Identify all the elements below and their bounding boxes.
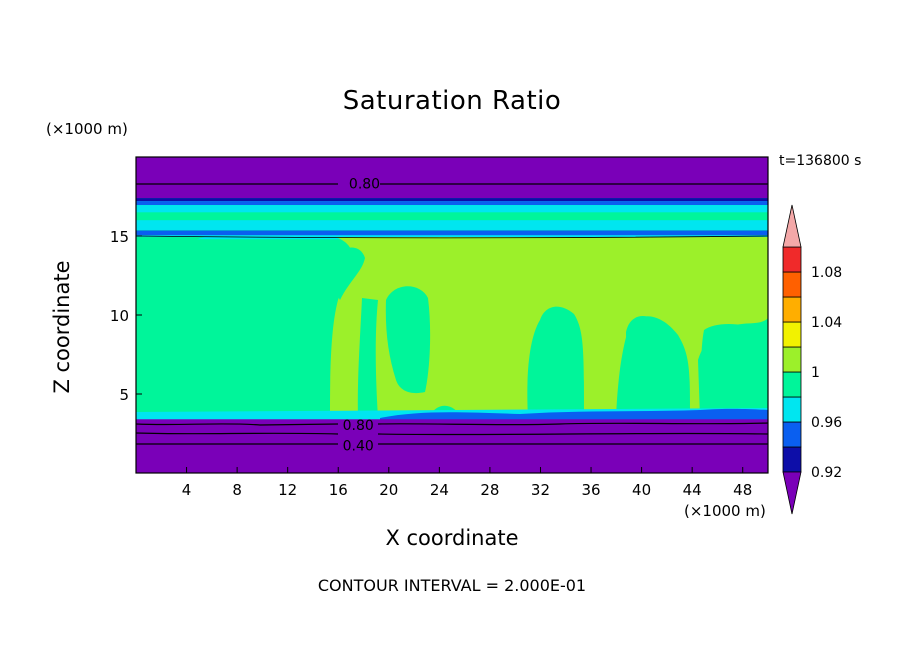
- colorbar-box: [782, 321, 802, 348]
- y-tick-label: 15: [110, 228, 129, 246]
- x-axis-ticks: 4 8 12 16 20 24 28 32 36 40 44 48: [182, 467, 752, 499]
- colorbar-label: 0.96: [811, 415, 842, 431]
- colorbar-label: 1: [811, 365, 820, 381]
- x-tick-label: 32: [531, 481, 550, 499]
- x-tick-label: 20: [379, 481, 398, 499]
- surface-band-0-94: [380, 408, 768, 421]
- band-0-96-lower: [136, 220, 768, 231]
- pocket-right: [626, 315, 660, 373]
- x-tick-label: 8: [232, 481, 242, 499]
- y-axis-ticks: 5 10 15: [110, 228, 142, 404]
- colorbar-box: [782, 296, 802, 323]
- colorbar-label: 1.04: [811, 315, 842, 331]
- colorbar: 0.92 0.96 1 1.04 1.08: [782, 204, 842, 515]
- y-tick-label: 5: [119, 386, 129, 404]
- pocket-lower-mid: [232, 364, 263, 418]
- saturated-region: [136, 237, 768, 418]
- contour-label: 0.80: [349, 176, 380, 192]
- x-tick-label: 48: [733, 481, 752, 499]
- colorbar-box: [782, 371, 802, 398]
- pocket-top-center: [331, 247, 365, 300]
- contour-labels: 0.80 0.80 0.40: [343, 176, 380, 454]
- band-0-98-upper: [136, 212, 768, 220]
- upper-dry-layer: [136, 157, 768, 199]
- band-0-94-upper: [136, 201, 768, 206]
- contour-line-1-00-top: [136, 235, 768, 239]
- band-0-94-lower: [136, 230, 768, 236]
- colorbar-box: [782, 246, 802, 273]
- colorbar-label: 0.92: [811, 465, 842, 481]
- pocket-center: [385, 286, 431, 394]
- pocket-lower-left: [136, 350, 169, 418]
- colorbar-label: 1.08: [811, 265, 842, 281]
- colorbar-under-triangle: [782, 471, 802, 515]
- contour-label: 0.40: [343, 439, 374, 455]
- y-tick-label: 10: [110, 307, 129, 325]
- x-axis-label: X coordinate: [385, 526, 519, 550]
- y-axis-unit: (×1000 m): [46, 120, 128, 138]
- colorbar-box: [782, 396, 802, 423]
- colorbar-box: [782, 421, 802, 448]
- colorbar-box: [782, 271, 802, 298]
- colorbar-over-triangle: [782, 204, 802, 248]
- pocket-small: [208, 294, 251, 319]
- contour-line-0-80-bottom: [136, 422, 768, 426]
- band-0-92-upper: [136, 198, 768, 202]
- lower-dry-layer: [136, 419, 768, 473]
- x-axis-unit: (×1000 m): [684, 502, 766, 520]
- contour-label: 0.80: [343, 418, 374, 434]
- x-tick-label: 28: [480, 481, 499, 499]
- pocket-left: [136, 237, 205, 290]
- plot-area: [136, 157, 768, 473]
- contour-interval-note: CONTOUR INTERVAL = 2.000E-01: [317, 576, 587, 595]
- contour-line-0-60: [136, 432, 768, 436]
- x-tick-label: 24: [430, 481, 449, 499]
- x-tick-label: 36: [581, 481, 600, 499]
- band-0-96-upper: [136, 205, 768, 214]
- colorbar-box: [782, 446, 802, 473]
- x-tick-label: 44: [683, 481, 702, 499]
- pocket-lower-right: [701, 324, 765, 418]
- x-tick-label: 16: [329, 481, 348, 499]
- colorbar-box: [782, 346, 802, 373]
- x-tick-label: 12: [278, 481, 297, 499]
- x-tick-label: 40: [632, 481, 651, 499]
- time-label: t=136800 s: [779, 153, 862, 169]
- x-tick-label: 4: [182, 481, 192, 499]
- chart-title: Saturation Ratio: [342, 86, 562, 116]
